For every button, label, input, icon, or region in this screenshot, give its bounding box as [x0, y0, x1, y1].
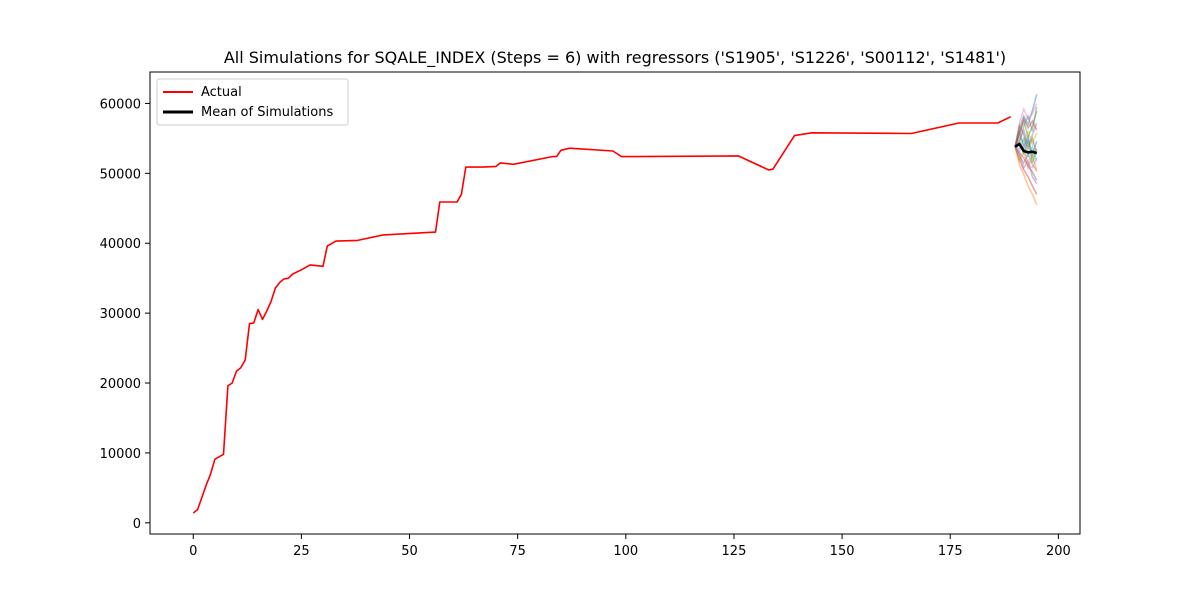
simulation-line-5 — [1014, 146, 1038, 181]
simulation-line-9 — [1014, 136, 1038, 162]
simulation-line-12 — [1014, 139, 1038, 164]
x-tick-label: 175 — [938, 544, 963, 559]
series-line-actual — [192, 115, 1012, 514]
x-tick-label: 25 — [293, 544, 310, 559]
plot-frame — [149, 71, 1081, 535]
simulation-line-13 — [1014, 116, 1038, 148]
simulation-line-2 — [1014, 110, 1038, 148]
chart-title: All Simulations for SQALE_INDEX (Steps =… — [224, 48, 1006, 68]
simulation-line-3 — [1014, 146, 1038, 195]
simulation-line-14 — [1014, 146, 1038, 185]
simulation-line-0 — [1014, 94, 1038, 147]
y-tick-label: 10000 — [100, 447, 141, 462]
y-tick-label: 60000 — [100, 97, 141, 112]
simulation-line-11 — [1014, 146, 1038, 173]
x-tick-label: 0 — [189, 544, 197, 559]
y-axis: 0 10000 20000 30000 40000 50000 60000 — [100, 97, 150, 532]
simulation-line-10 — [1014, 128, 1038, 159]
x-tick-label: 125 — [722, 544, 747, 559]
legend: Actual Mean of Simulations — [156, 78, 349, 126]
legend-label-actual: Actual — [201, 85, 242, 100]
legend-label-mean: Mean of Simulations — [201, 105, 333, 120]
simulation-line-7 — [1014, 146, 1038, 171]
simulation-line-6 — [1014, 103, 1038, 147]
y-tick-label: 40000 — [100, 237, 141, 252]
legend-box — [156, 78, 349, 126]
x-tick-label: 75 — [509, 544, 526, 559]
y-tick-label: 20000 — [100, 377, 141, 392]
y-tick-label: 30000 — [100, 307, 141, 322]
x-tick-label: 200 — [1046, 544, 1071, 559]
x-tick-label: 50 — [401, 544, 418, 559]
simulation-line-1 — [1014, 146, 1038, 206]
simulation-line-8 — [1014, 129, 1038, 148]
simulation-line-4 — [1014, 122, 1038, 148]
simulation-line-15 — [1014, 123, 1038, 155]
series-line-mean-of-simulations — [1014, 142, 1038, 155]
x-tick-label: 150 — [830, 544, 855, 559]
y-tick-label: 50000 — [100, 167, 141, 182]
y-tick-label: 0 — [133, 517, 141, 532]
x-tick-label: 100 — [613, 544, 638, 559]
plot-area — [192, 94, 1038, 514]
simulation-line-16 — [1014, 142, 1038, 169]
x-axis: 0 25 50 75 100 125 150 175 200 — [189, 534, 1071, 559]
